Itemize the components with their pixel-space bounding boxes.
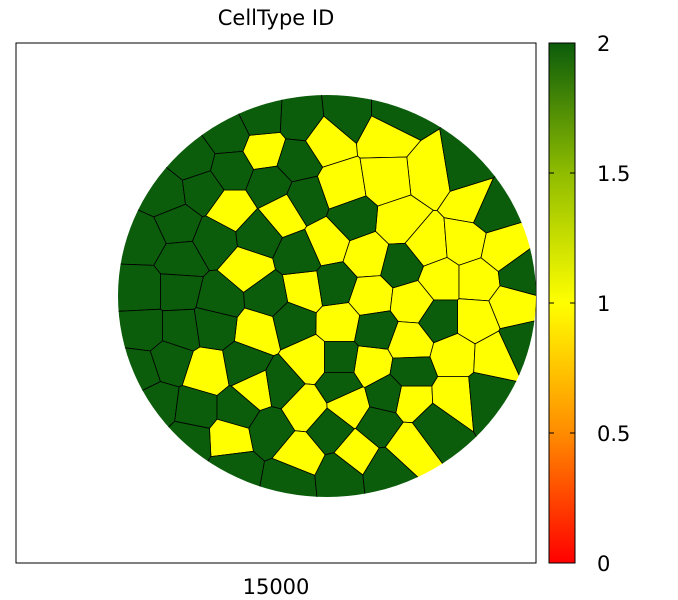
cell-type-2 [325,195,379,242]
cell-type-2 [320,95,372,145]
cell-type-2 [272,301,317,351]
cell-type-2 [118,263,161,312]
cell-type-2 [316,261,358,307]
colorbar-tick-label: 0.5 [597,422,630,446]
colorbar-tick-label: 1.5 [597,162,630,186]
colorbar-tick-label: 2 [597,32,610,56]
cell-type-2 [245,165,293,209]
cell-type-1 [315,302,361,342]
colorbar-tick-label: 1 [597,292,610,316]
x-axis-caption: 15000 [242,575,310,599]
cell-type-2 [195,269,246,318]
colorbar-tick-label: 0 [597,552,610,576]
colorbar-ticks: 0 0.5 1 1.5 2 [549,32,630,576]
cell-type-2 [272,228,322,276]
cell-type-2 [497,240,536,297]
cell-type-2 [324,341,359,373]
cell-type-2 [162,308,201,352]
cell-type-2 [380,242,424,289]
chart-title: CellType ID [217,6,335,30]
cell-type-2 [314,372,364,404]
cell-type-2 [418,299,458,344]
